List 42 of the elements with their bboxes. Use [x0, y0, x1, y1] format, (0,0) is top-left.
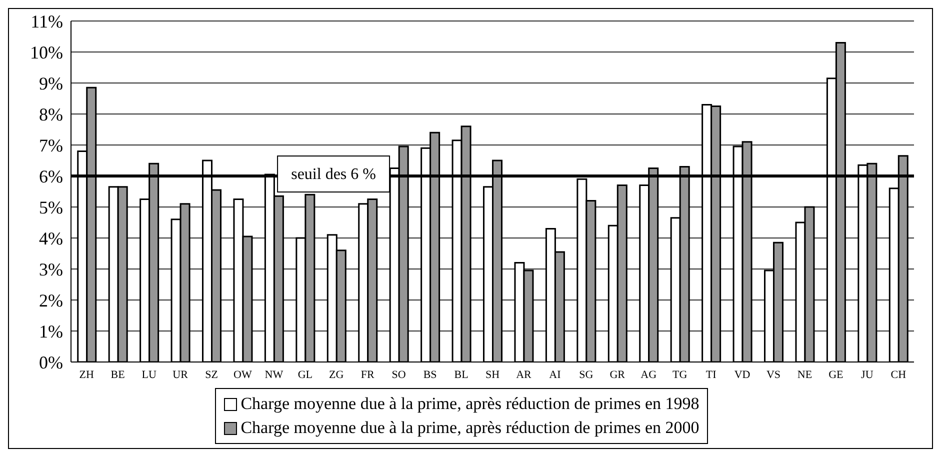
x-tick-label: BS [423, 368, 437, 381]
x-tick-label: CH [890, 368, 906, 381]
x-tick-label: UR [172, 368, 189, 381]
x-tick-label: AG [640, 368, 657, 381]
x-tick-label: GR [610, 368, 626, 381]
x-tick-label: TI [706, 368, 717, 381]
x-tick-label: LU [142, 368, 156, 381]
x-tick-label: BE [110, 368, 126, 381]
x-tick-label: ZG [329, 368, 344, 381]
x-tick-label: ZH [79, 368, 94, 381]
y-tick-label: 8% [39, 104, 63, 124]
x-tick-label: SH [485, 368, 500, 381]
y-tick-label: 5% [39, 197, 63, 218]
x-tick-label: FR [360, 368, 375, 381]
x-tick-label: VD [734, 368, 750, 381]
y-tick-label: 0% [39, 352, 63, 372]
y-tick-label: 2% [39, 290, 63, 310]
legend-label: Charge moyenne due à la prime, après réduction de primes en 1998 [240, 393, 700, 415]
x-tick-label: BL [454, 368, 469, 381]
x-tick-label: AR [516, 368, 532, 381]
x-tick-label: TG [672, 368, 688, 381]
y-tick-label: 1% [39, 321, 63, 342]
x-tick-label: NW [264, 368, 284, 381]
y-tick-label: 9% [39, 73, 63, 94]
x-tick-label: JU [861, 368, 874, 381]
x-tick-label: GE [828, 368, 844, 381]
x-tick-label: SO [392, 368, 406, 381]
x-tick-label: GL [298, 368, 313, 381]
x-tick-label: NE [797, 368, 812, 381]
x-tick-label: VS [766, 368, 781, 381]
y-tick-label: 10% [30, 42, 63, 62]
legend-label: Charge moyenne due à la prime, après réduction de primes en 2000 [240, 417, 700, 439]
y-tick-label: 6% [39, 166, 63, 186]
ref-line-label: seuil des 6 % [291, 166, 376, 183]
y-tick-label: 4% [39, 228, 63, 248]
x-tick-label: OW [234, 368, 252, 381]
y-tick-label: 7% [39, 135, 63, 156]
y-tick-label: 3% [39, 259, 63, 280]
y-tick-label: 11% [30, 11, 64, 32]
x-tick-label: SZ [205, 368, 218, 381]
x-tick-label: AI [549, 368, 562, 381]
x-tick-label: SG [579, 368, 594, 381]
